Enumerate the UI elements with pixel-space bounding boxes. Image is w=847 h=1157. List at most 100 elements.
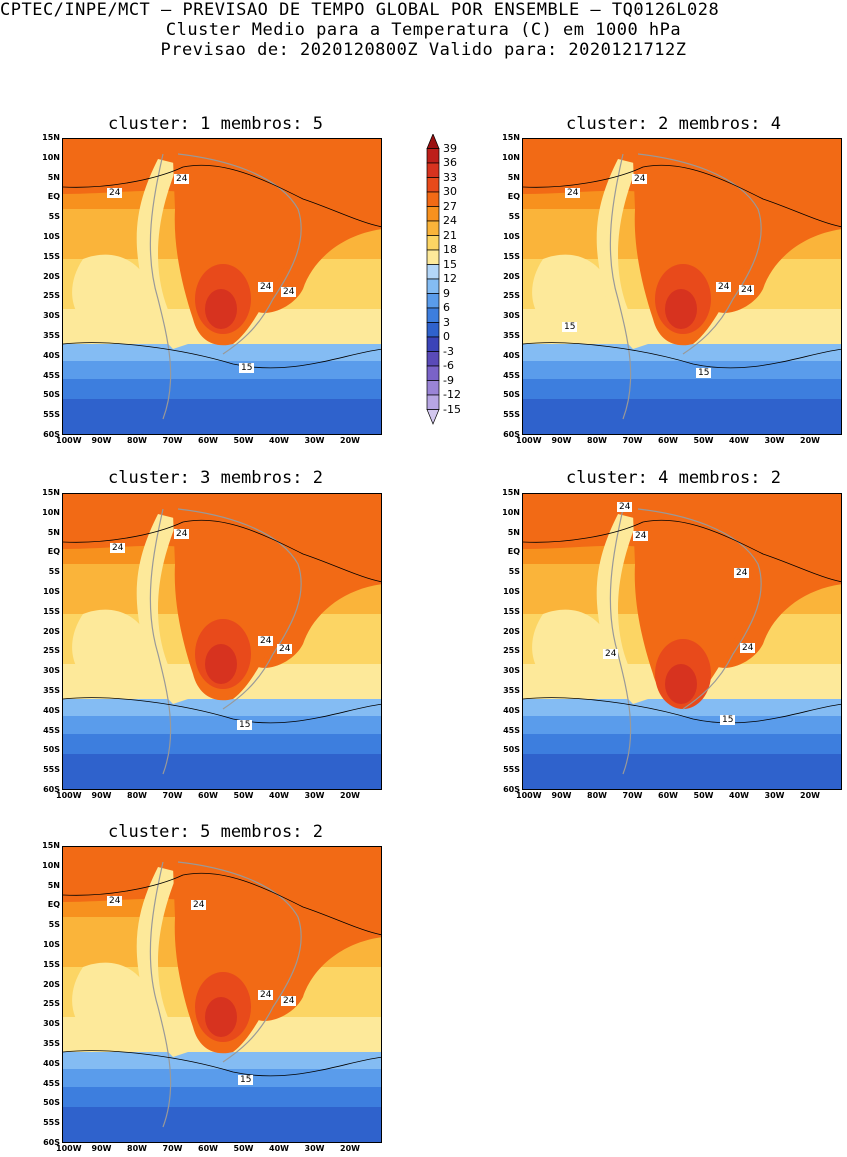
lat-tick-label: 35S [43, 1039, 60, 1048]
colorbar-label: -15 [443, 402, 461, 416]
lat-tick-label: 10N [42, 507, 60, 517]
lon-tick-label: 30W [304, 1144, 325, 1153]
lat-tick-label: 35S [43, 331, 60, 340]
lat-tick-label: 60S [43, 1138, 60, 1147]
lat-tick-label: 10S [503, 232, 520, 241]
panel-title-1: cluster: 1 membros: 5 [108, 114, 323, 134]
lon-tick-label: 30W [764, 791, 785, 800]
lat-tick-label: 50S [43, 390, 60, 400]
colorbar-swatch [426, 249, 440, 265]
colorbar-label: 30 [443, 185, 457, 198]
lat-tick-label: 15N [502, 488, 520, 497]
lat-tick-label: 15N [42, 841, 60, 850]
temperature-band [63, 379, 381, 399]
lat-tick-label: 55S [43, 765, 60, 775]
warm-ocean-region [63, 494, 381, 668]
lat-tick-label: 45S [43, 725, 60, 735]
lat-tick-label: 15S [43, 606, 60, 616]
cool-pacific-tongue [72, 962, 158, 1044]
temperature-band [523, 361, 841, 379]
lon-tick-label: 40W [269, 436, 289, 445]
hottest-core [205, 289, 237, 329]
temperature-band [523, 734, 841, 754]
contour-15 [63, 697, 381, 724]
lon-tick-label: 50W [693, 436, 714, 445]
lon-tick-label: 30W [304, 791, 325, 800]
temperature-band [63, 699, 381, 716]
contour-label: 24 [258, 990, 274, 1000]
panel-title-5: cluster: 5 membros: 2 [108, 822, 323, 842]
contour-label: 24 [633, 531, 649, 541]
colorbar-swatch [426, 365, 440, 381]
map-cluster-1 [62, 138, 382, 435]
contour-label: 24 [617, 502, 633, 512]
lon-tick-label: 20W [800, 436, 820, 445]
lon-tick-label: 40W [729, 791, 749, 800]
colorbar-swatch [426, 322, 440, 338]
lat-tick-label: 5S [48, 920, 60, 930]
map-cluster-2 [522, 138, 842, 435]
lon-tick-label: 80W [587, 791, 607, 800]
colorbar-swatch [426, 409, 440, 425]
lat-tick-label: 25S [503, 646, 520, 656]
lat-tick-label: 5N [47, 527, 60, 537]
lat-tick-label: 5S [48, 212, 60, 222]
colorbar-swatch [426, 293, 440, 309]
lat-tick-label: 55S [43, 1118, 60, 1128]
contour-label: 24 [603, 649, 619, 659]
lat-tick-label: 10N [42, 860, 60, 870]
lon-tick-label: 40W [269, 791, 289, 800]
lat-tick-label: 55S [43, 410, 60, 420]
lat-tick-label: 20S [43, 271, 60, 281]
contour-label: 24 [258, 282, 274, 292]
lon-tick-label: 50W [693, 791, 714, 800]
contour-label: 24 [565, 188, 581, 198]
colorbar-swatch [426, 278, 440, 294]
warm-ocean-region [523, 139, 841, 313]
cool-pacific-tongue [72, 254, 158, 336]
colorbar-label: 0 [443, 330, 450, 343]
colorbar-label: 15 [443, 257, 457, 271]
colorbar-label: 21 [443, 228, 457, 242]
lon-tick-label: 40W [729, 436, 749, 445]
contour-label: 24 [281, 287, 297, 297]
temperature-band [63, 1069, 381, 1087]
coastline [609, 153, 762, 420]
lat-tick-label: 30S [503, 311, 520, 321]
colorbar-swatch [426, 191, 440, 207]
lon-tick-label: 70W [162, 1144, 183, 1153]
map-svg [63, 139, 381, 434]
colorbar-swatch [426, 336, 440, 352]
lon-tick-label: 100W [516, 436, 542, 445]
colorbar-label: 36 [443, 156, 457, 169]
contour-label: 24 [740, 643, 756, 653]
hottest-core [665, 664, 697, 704]
lat-tick-label: 40S [43, 1058, 60, 1068]
andes-cool-strip [136, 867, 188, 1057]
lat-tick-label: 10N [502, 152, 520, 162]
header-line-3: Previsao de: 2020120800Z Valido para: 20… [160, 40, 687, 60]
contour-15 [523, 342, 841, 369]
lon-tick-label: 20W [340, 436, 360, 445]
lat-tick-label: 60S [43, 430, 60, 439]
lat-tick-label: 35S [503, 331, 520, 340]
lon-tick-label: 80W [127, 1144, 147, 1153]
contour-label: 24 [258, 636, 274, 646]
lat-tick-label: 20S [503, 271, 520, 281]
lon-tick-label: 90W [91, 791, 112, 800]
colorbar-swatch [426, 235, 440, 251]
temperature-band [63, 1052, 381, 1069]
hottest-core [665, 289, 697, 329]
lat-tick-label: 30S [43, 1019, 60, 1029]
contour-label: 24 [174, 529, 190, 539]
lat-tick-label: 45S [503, 725, 520, 735]
lat-tick-label: 15N [42, 133, 60, 142]
lon-tick-label: 50W [233, 791, 254, 800]
colorbar-swatch [426, 177, 440, 193]
header-line-2: Cluster Medio para a Temperatura (C) em … [165, 20, 682, 40]
contour-label: 24 [734, 568, 750, 578]
colorbar-label: 27 [443, 199, 457, 213]
lon-tick-label: 90W [91, 436, 112, 445]
contour-15 [63, 1050, 381, 1077]
lat-tick-label: 35S [43, 686, 60, 695]
